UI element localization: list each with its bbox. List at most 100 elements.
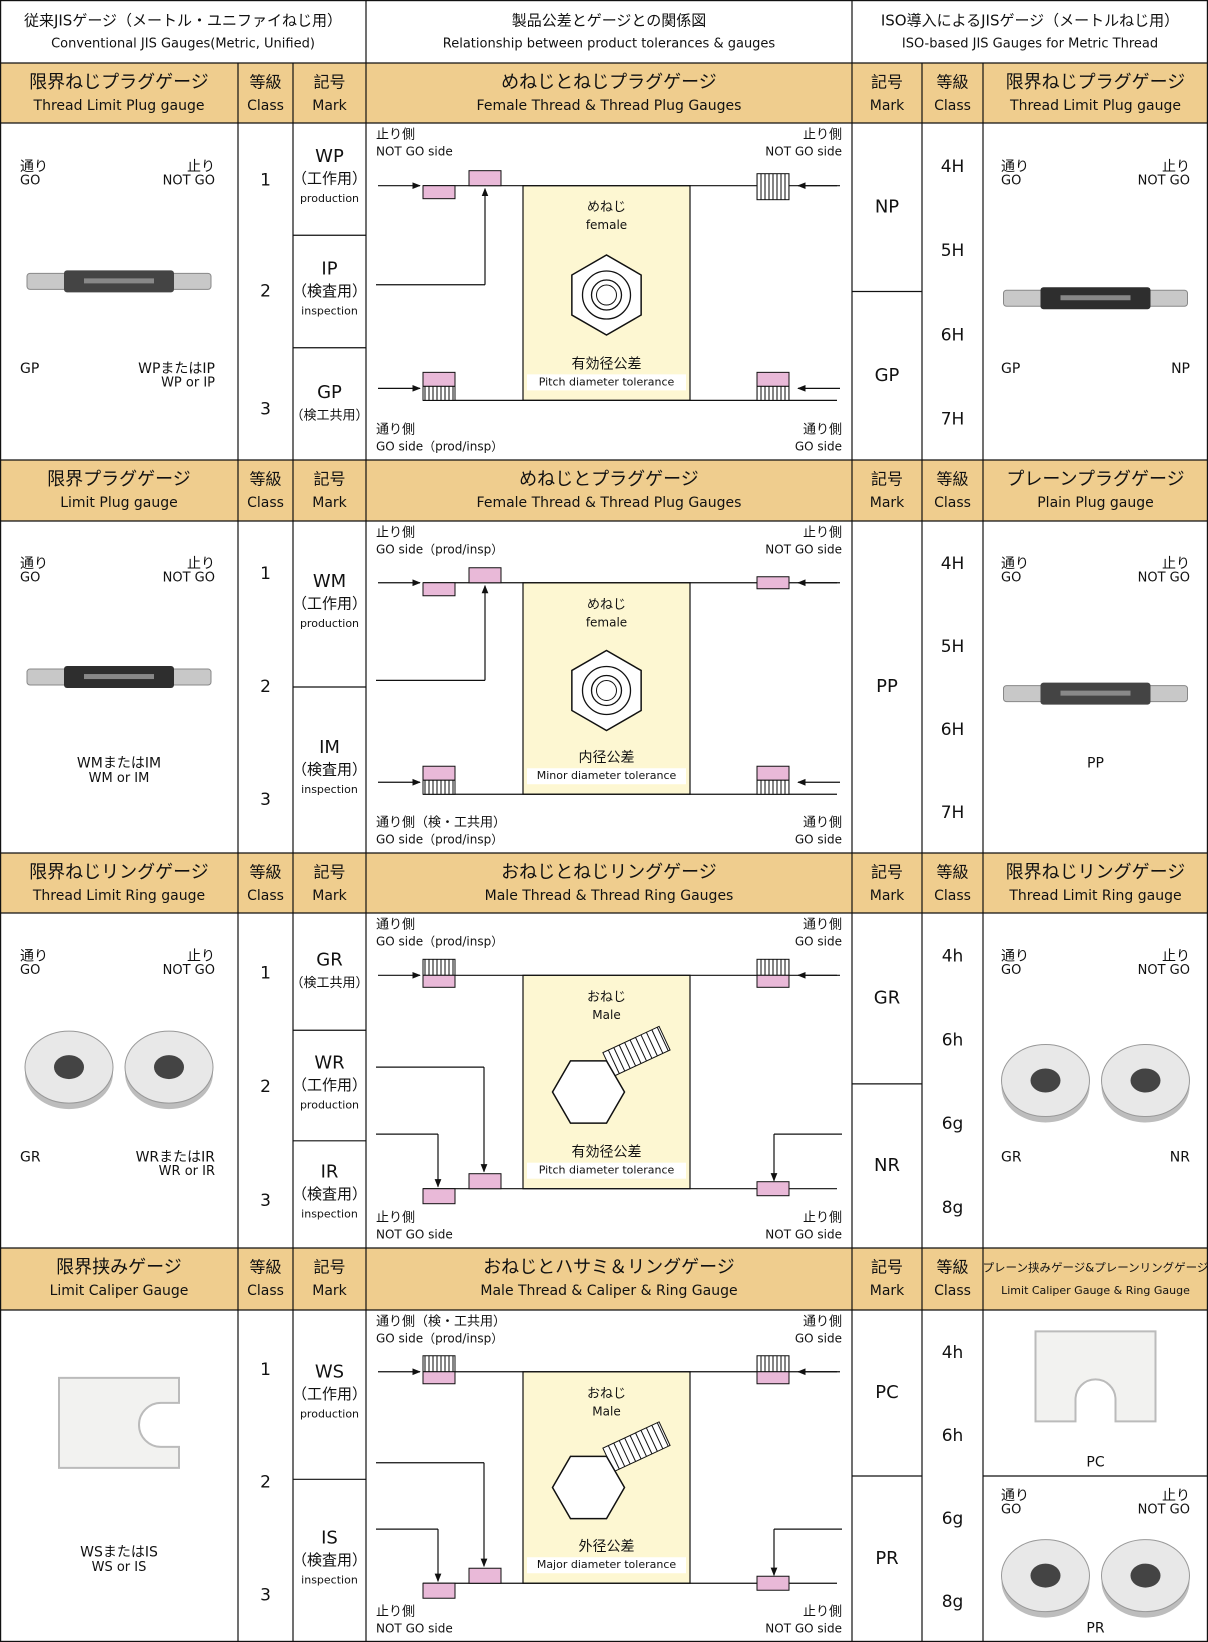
- gauge-label: PC: [1086, 1455, 1104, 1471]
- bolt-icon: [613, 1047, 626, 1072]
- gauge-photo: [1003, 289, 1044, 307]
- gauge-label: PR: [1086, 1621, 1104, 1637]
- nut-icon: [590, 674, 623, 707]
- tolerance-label: 有効径公差: [572, 356, 642, 372]
- column-title: 限界ねじリングゲージ: [29, 862, 209, 883]
- bolt-icon: [640, 1034, 653, 1059]
- gauge-label: 止り: [1162, 1488, 1190, 1504]
- gauge-photo: [58, 1376, 180, 1469]
- mark-code: GP: [875, 365, 900, 386]
- gauge-label: GO: [20, 963, 40, 978]
- tolerance-label: 内径公差: [579, 750, 635, 766]
- mark-code: IR: [321, 1161, 339, 1182]
- part-label: Male: [592, 1008, 620, 1022]
- mark-use: （工作用）: [292, 1385, 367, 1403]
- column-subtitle: Class: [934, 1283, 971, 1299]
- gauge-symbol: [756, 1355, 790, 1373]
- side-label: GO side（prod/insp）: [376, 440, 503, 454]
- bolt-icon: [645, 1032, 658, 1057]
- gauge-photo: [26, 668, 68, 686]
- column-title: 限界ねじプラグゲージ: [29, 72, 209, 93]
- bolt-icon: [656, 1027, 669, 1052]
- gauge-symbol: [756, 385, 790, 401]
- column-subtitle: Mark: [312, 98, 347, 114]
- tolerance-label: Pitch diameter tolerance: [539, 1164, 675, 1177]
- column-subtitle: Class: [934, 888, 971, 904]
- class-value: 5H: [941, 637, 965, 657]
- class-value: 8g: [942, 1198, 964, 1218]
- gauge-label: NOT GO: [1138, 963, 1190, 978]
- gauge-label: NOT GO: [1138, 571, 1190, 586]
- mark-code: GR: [316, 950, 342, 971]
- class-value: 6h: [942, 1426, 964, 1446]
- column-title: 限界挟みゲージ: [56, 1257, 182, 1278]
- gauge-photo: [1003, 685, 1044, 703]
- gauge-label: WR or IR: [159, 1164, 215, 1179]
- gauge-label: 止り: [1162, 159, 1190, 175]
- side-label: 通り側: [376, 918, 415, 933]
- column-title: めねじとプラグゲージ: [519, 469, 699, 490]
- gauge-label: 通り: [1001, 949, 1029, 965]
- column-title: 記号: [313, 863, 345, 882]
- gauge-symbol: [422, 1188, 456, 1205]
- side-label: NOT GO side: [765, 1622, 842, 1636]
- side-label: GO side: [795, 935, 842, 949]
- column-title: 記号: [313, 73, 345, 92]
- part-label: おねじ: [587, 990, 626, 1005]
- class-value: 6g: [942, 1509, 964, 1529]
- class-value: 1: [260, 963, 271, 983]
- column-subtitle: Mark: [870, 888, 905, 904]
- gauge-symbol: [756, 576, 790, 590]
- column-subtitle: Female Thread & Thread Plug Gauges: [477, 98, 742, 114]
- side-label: 止り側: [376, 1211, 415, 1226]
- gauge-label: 止り: [1162, 556, 1190, 572]
- column-subtitle: Mark: [312, 1283, 347, 1299]
- mark-use: （検工共用）: [290, 408, 368, 423]
- class-value: 2: [260, 282, 271, 302]
- gauge-label: 止り: [187, 949, 215, 965]
- header-title: 従来JISゲージ（メートル・ユニファイねじ用）: [24, 12, 342, 30]
- column-title: 等級: [936, 1258, 968, 1277]
- bolt-icon: [618, 1044, 631, 1069]
- gauge-symbol: [756, 1181, 790, 1197]
- side-label: 止り側: [376, 128, 415, 143]
- gauge-photo: [54, 1055, 84, 1080]
- gauge-symbol: [468, 1567, 502, 1584]
- column-subtitle: Class: [247, 495, 284, 511]
- column-title: 等級: [936, 73, 968, 92]
- nut-icon: [581, 270, 632, 320]
- class-value: 4H: [941, 554, 965, 574]
- gauge-label: GO: [1001, 571, 1021, 586]
- mark-use: （工作用）: [292, 595, 367, 613]
- bolt-icon: [656, 1422, 669, 1447]
- tolerance-label: Minor diameter tolerance: [537, 769, 677, 782]
- class-value: 6g: [942, 1114, 964, 1134]
- gauge-label: PP: [1087, 755, 1104, 771]
- column-subtitle: Male Thread & Caliper & Ring Gauge: [480, 1283, 737, 1299]
- column-title: 記号: [313, 1258, 345, 1277]
- gauge-label: GO: [1001, 173, 1021, 188]
- class-value: 1: [260, 564, 271, 584]
- header-title: 製品公差とゲージとの関係図: [512, 12, 707, 30]
- side-label: 通り側: [803, 918, 842, 933]
- column-title: 限界プラグゲージ: [47, 469, 191, 490]
- mark-code: NP: [875, 196, 899, 217]
- class-value: 3: [260, 1586, 271, 1606]
- mark-use: production: [300, 617, 359, 630]
- side-label: 通り側（検・工共用）: [376, 816, 506, 831]
- class-value: 7H: [941, 803, 965, 823]
- gauge-photo: [154, 1055, 184, 1080]
- gauge-photo: [1034, 1330, 1157, 1423]
- side-label: 止り側: [803, 128, 842, 143]
- side-label: 止り側: [803, 526, 842, 541]
- nut-icon: [590, 279, 623, 311]
- column-title: 等級: [936, 863, 968, 882]
- mark-use: （検査用）: [292, 282, 367, 300]
- gauge-label: 止り: [187, 556, 215, 572]
- column-title: 記号: [871, 73, 903, 92]
- side-label: 通り側: [803, 816, 842, 831]
- side-label: 通り側: [803, 423, 842, 438]
- column-subtitle: Male Thread & Thread Ring Gauges: [485, 888, 734, 904]
